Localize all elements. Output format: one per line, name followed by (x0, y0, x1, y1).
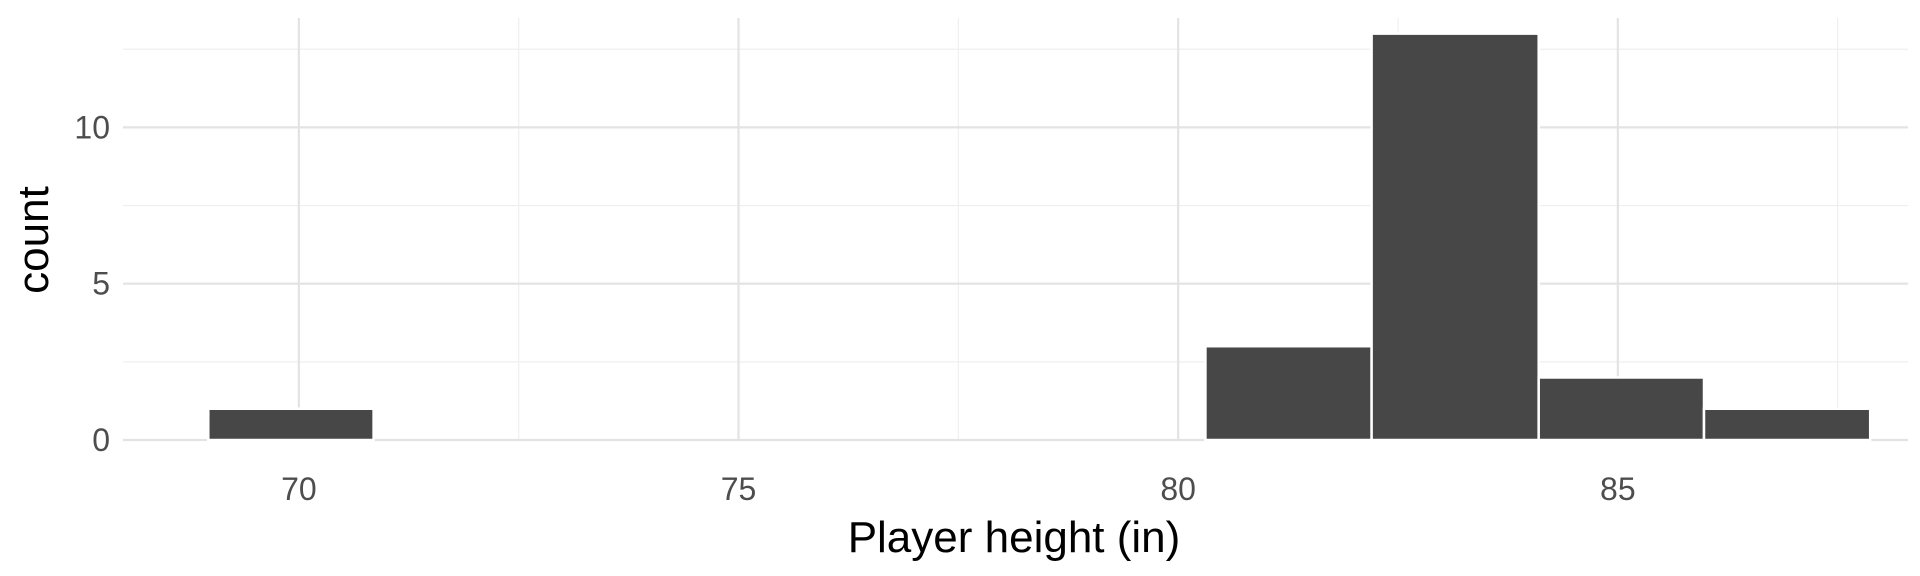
grid-lines (123, 18, 1908, 442)
x-tick-label: 85 (1600, 471, 1636, 507)
histogram-bar (1204, 344, 1373, 442)
histogram-bar (207, 407, 375, 442)
y-tick-label: 0 (92, 422, 110, 458)
y-axis-tick-labels: 0 5 10 (74, 109, 110, 458)
histogram-bar (1537, 376, 1706, 442)
y-tick-label: 10 (74, 109, 110, 145)
x-tick-label: 70 (281, 471, 317, 507)
y-tick-label: 5 (92, 266, 110, 302)
x-axis-tick-labels: 70 75 80 85 (281, 471, 1636, 507)
histogram-bar (1702, 407, 1872, 442)
y-axis-title: count (9, 186, 58, 294)
histogram-bars (207, 32, 1872, 442)
x-axis-title: Player height (in) (848, 513, 1181, 562)
x-tick-label: 75 (721, 471, 757, 507)
x-tick-label: 80 (1160, 471, 1196, 507)
histogram-bar (1370, 32, 1540, 442)
